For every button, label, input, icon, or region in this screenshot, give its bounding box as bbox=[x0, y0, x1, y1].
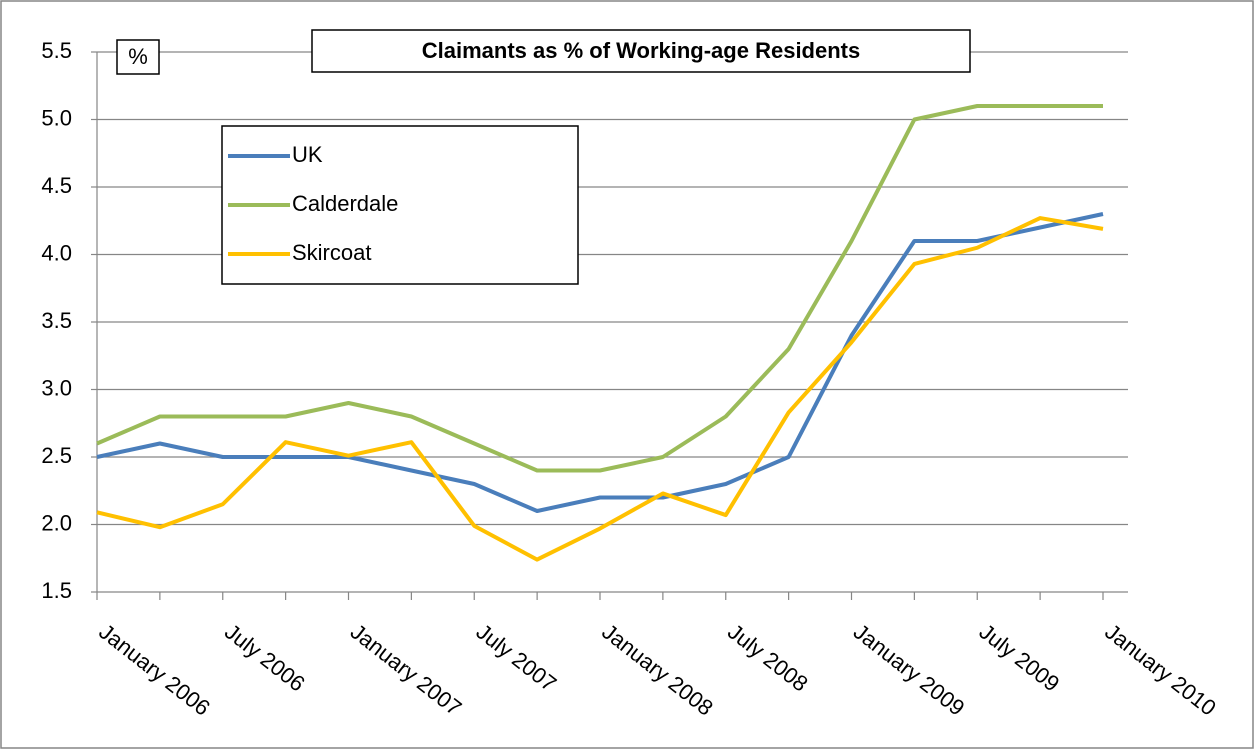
y-tick-label: 2.5 bbox=[41, 443, 72, 468]
y-tick-label: 3.5 bbox=[41, 308, 72, 333]
y-tick-label: 5.0 bbox=[41, 105, 72, 130]
y-tick-label: 3.0 bbox=[41, 375, 72, 400]
legend-label: UK bbox=[292, 142, 323, 167]
series-line bbox=[96, 216, 1104, 562]
chart-title: Claimants as % of Working-age Residents bbox=[422, 38, 860, 63]
legend-label: Calderdale bbox=[292, 191, 398, 216]
y-tick-label: 4.0 bbox=[41, 240, 72, 265]
title-box bbox=[311, 29, 971, 73]
y-tick-label: 4.5 bbox=[41, 173, 72, 198]
series-line bbox=[96, 212, 1104, 513]
legend-label: Skircoat bbox=[292, 240, 371, 265]
series-line bbox=[96, 104, 1103, 473]
y-axis-label: % bbox=[128, 44, 148, 69]
ylabel-box bbox=[116, 39, 160, 75]
y-tick-label: 5.5 bbox=[41, 38, 72, 63]
y-tick-label: 2.0 bbox=[41, 510, 72, 535]
y-tick-label: 1.5 bbox=[41, 578, 72, 603]
